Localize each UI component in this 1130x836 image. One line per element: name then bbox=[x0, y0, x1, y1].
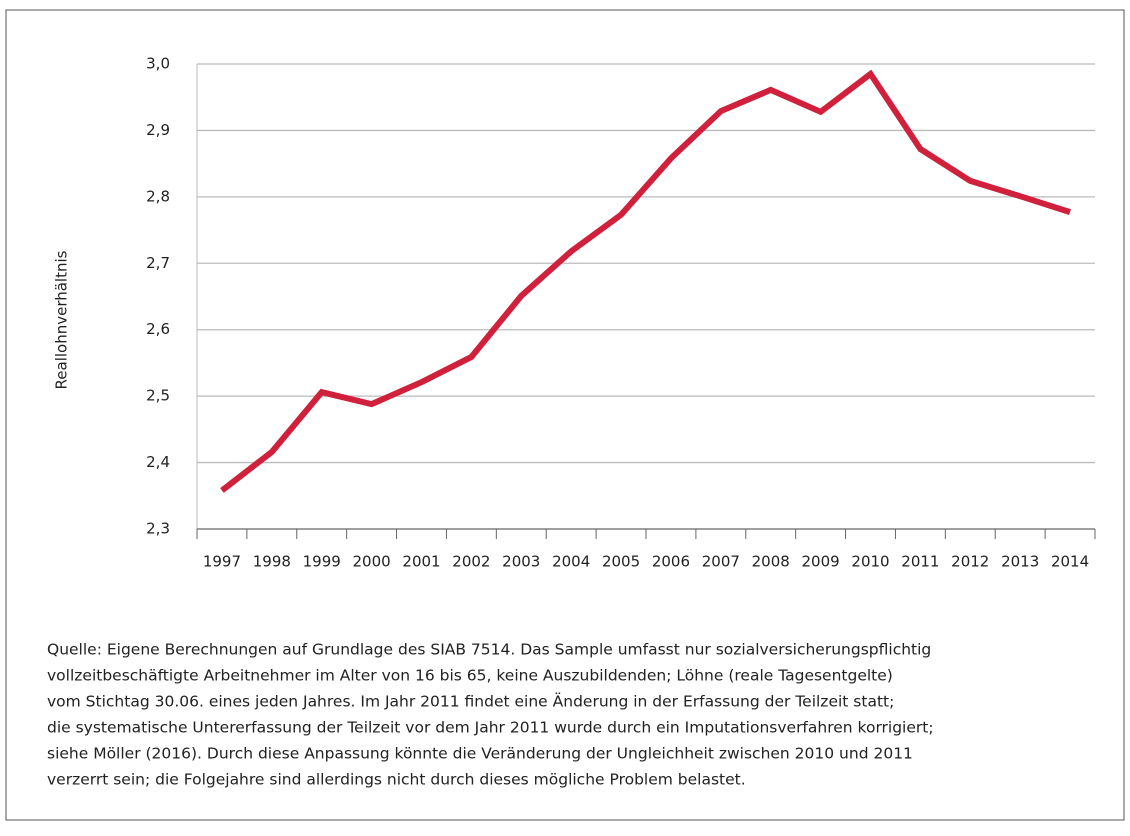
x-tick-label: 1997 bbox=[203, 553, 241, 571]
x-tick-label: 2008 bbox=[752, 553, 790, 571]
x-tick-label: 1998 bbox=[253, 553, 291, 571]
x-tick-label: 2002 bbox=[452, 553, 490, 571]
x-tick-label: 2001 bbox=[402, 553, 440, 571]
source-note: die systematische Untererfassung der Tei… bbox=[47, 719, 934, 737]
source-note: vom Stichtag 30.06. eines jeden Jahres. … bbox=[47, 692, 894, 711]
source-note: verzerrt sein; die Folgejahre sind aller… bbox=[47, 771, 746, 789]
frame bbox=[5, 9, 1125, 821]
x-tick-label: 2014 bbox=[1051, 553, 1089, 571]
source-note: vollzeitbeschäftigte Arbeitnehmer im Alt… bbox=[47, 667, 893, 685]
y-tick-label: 3,0 bbox=[146, 55, 170, 73]
y-tick-label: 2,5 bbox=[146, 387, 170, 405]
x-tick-label: 2007 bbox=[702, 553, 740, 571]
y-tick-label: 2,7 bbox=[146, 254, 170, 272]
x-tick-label: 2004 bbox=[552, 553, 590, 571]
source-note: siehe Möller (2016). Durch diese Anpassu… bbox=[47, 745, 913, 763]
x-tick-label: 2013 bbox=[1001, 553, 1039, 571]
x-tick-label: 2012 bbox=[951, 553, 989, 571]
y-tick-label: 2,3 bbox=[146, 520, 170, 538]
source-note: Quelle: Eigene Berechnungen auf Grundlag… bbox=[47, 641, 931, 659]
x-tick-label: 2005 bbox=[602, 553, 640, 571]
x-tick-label: 2010 bbox=[851, 553, 889, 571]
y-tick-label: 2,9 bbox=[146, 121, 170, 139]
y-tick-label: 2,8 bbox=[146, 187, 170, 205]
x-tick-label: 2009 bbox=[802, 553, 840, 571]
y-tick-label: 2,6 bbox=[146, 320, 170, 338]
x-tick-label: 2000 bbox=[353, 553, 391, 571]
x-tick-label: 2011 bbox=[901, 553, 939, 571]
y-tick-label: 2,4 bbox=[146, 453, 170, 471]
x-tick-label: 1999 bbox=[303, 553, 341, 571]
y-axis-label: Reallohnverhältnis bbox=[53, 250, 71, 389]
x-tick-label: 2006 bbox=[652, 553, 690, 571]
data-line bbox=[220, 69, 1071, 493]
x-tick-label: 2003 bbox=[502, 553, 540, 571]
